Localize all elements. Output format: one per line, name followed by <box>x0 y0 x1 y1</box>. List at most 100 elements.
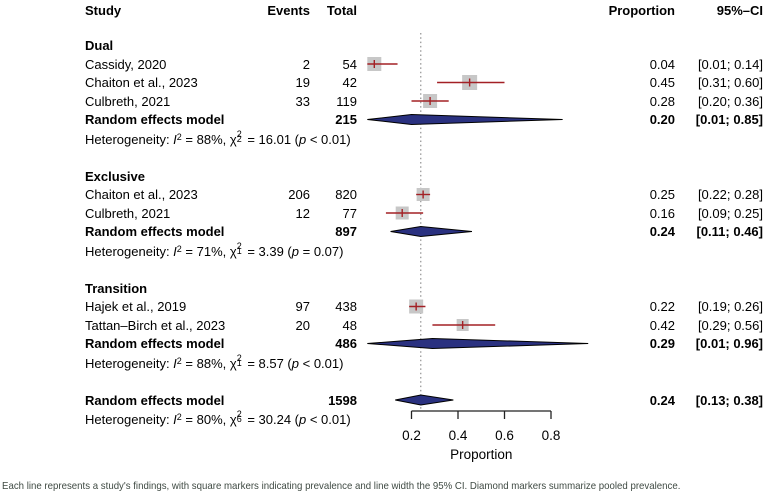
study-name: Culbreth, 2021 <box>85 93 171 109</box>
total-value: 438 <box>335 299 357 314</box>
proportion-value: 0.29 <box>649 336 675 351</box>
i-squared-symbol: I <box>173 412 177 427</box>
pooled-diamond-marker <box>367 113 563 126</box>
group-label: Exclusive <box>85 168 145 184</box>
proportion-value: 0.22 <box>649 299 675 314</box>
forest-plot-graphics: 0.2 0.4 0.6 0.8 Proportion <box>367 33 589 462</box>
column-header-proportion: Proportion <box>608 3 675 18</box>
i-squared-value: = 80%, <box>181 412 230 427</box>
ci-value: [0.20; 0.36] <box>697 93 763 109</box>
x-axis-tick-label: 0.6 <box>495 428 514 443</box>
x-axis-tick-label: 0.8 <box>542 428 561 443</box>
i-squared-value: = 71%, <box>181 243 230 259</box>
total-value: 54 <box>342 56 357 72</box>
events-value: 33 <box>295 93 310 109</box>
group-label: Transition <box>85 280 148 296</box>
total-value: 820 <box>335 187 357 202</box>
p-symbol: p <box>291 243 299 259</box>
events-value: 20 <box>295 317 310 333</box>
plot-canvas: 0.2 0.4 0.6 0.8 Proportion Study Events Tota… <box>85 3 764 462</box>
events-value: 2 <box>302 56 310 72</box>
i-squared-exponent: 2 <box>176 355 182 366</box>
proportion-value: 0.20 <box>649 112 675 127</box>
chi-squared-value: = 3.39 ( <box>243 243 292 259</box>
het-prefix: Heterogeneity: <box>85 412 174 427</box>
x-axis-title: Proportion <box>450 447 512 462</box>
chi-squared-symbol: χ <box>229 355 237 371</box>
proportion-value: 0.24 <box>649 224 675 239</box>
p-value: < 0.01) <box>299 355 344 371</box>
study-name: Chaiton et al., 2023 <box>85 75 198 90</box>
ci-value: [0.01; 0.85] <box>695 112 763 127</box>
total-value: 897 <box>335 224 357 239</box>
chi-squared-exponent: 2 <box>236 409 242 419</box>
events-value: 12 <box>295 205 310 221</box>
total-value: 119 <box>336 93 357 109</box>
pooled-diamond-marker <box>395 394 454 406</box>
group-label: Dual <box>85 38 114 53</box>
total-value: 1598 <box>328 392 357 408</box>
i-squared-symbol: I <box>173 131 177 147</box>
proportion-value: 0.42 <box>649 317 675 333</box>
ci-value: [0.11; 0.46] <box>696 224 764 239</box>
total-value: 215 <box>335 112 357 127</box>
chi-squared-exponent: 2 <box>236 352 242 363</box>
total-value: 48 <box>342 317 357 333</box>
pooled-label: Random effects model <box>85 112 225 127</box>
column-header-ci: 95%–CI <box>716 3 763 18</box>
chi-squared-df: 2 <box>236 133 242 144</box>
ci-value: [0.13; 0.38] <box>695 392 763 408</box>
events-value: 206 <box>288 187 310 202</box>
p-value: < 0.01) <box>306 412 351 427</box>
p-symbol: p <box>299 412 307 427</box>
het-prefix: Heterogeneity: <box>85 355 174 371</box>
p-value: = 0.07) <box>299 243 344 259</box>
ci-value: [0.01; 0.14] <box>697 56 763 72</box>
chi-squared-exponent: 2 <box>236 128 242 139</box>
i-squared-value: = 88%, <box>181 131 230 147</box>
ci-value: [0.09; 0.25] <box>697 205 763 221</box>
i-squared-symbol: I <box>173 243 177 259</box>
p-value: < 0.01) <box>306 131 351 147</box>
pooled-diamond-marker <box>367 337 589 350</box>
chi-squared-value: = 30.24 ( <box>243 412 299 427</box>
ci-value: [0.22; 0.28] <box>697 187 763 202</box>
figure-caption: Each line represents a study's findings,… <box>2 480 765 493</box>
total-value: 42 <box>342 75 357 90</box>
study-name: Cassidy, 2020 <box>85 56 167 72</box>
ci-value: [0.19; 0.26] <box>697 299 763 314</box>
total-value: 77 <box>342 205 357 221</box>
p-symbol: p <box>291 355 299 371</box>
p-symbol: p <box>299 131 307 147</box>
proportion-value: 0.25 <box>649 187 675 202</box>
pooled-diamond-marker <box>390 225 472 238</box>
column-header-total: Total <box>326 3 357 18</box>
events-value: 19 <box>295 75 310 90</box>
x-axis-tick-label: 0.4 <box>449 428 468 443</box>
i-squared-exponent: 2 <box>176 131 182 142</box>
chi-squared-value: = 16.01 ( <box>243 131 299 147</box>
proportion-value: 0.04 <box>649 56 675 72</box>
pooled-label: Random effects model <box>85 336 225 351</box>
total-value: 486 <box>335 336 357 351</box>
i-squared-exponent: 2 <box>176 243 182 254</box>
pooled-label: Random effects model <box>85 224 225 239</box>
i-squared-value: = 88%, <box>181 355 230 371</box>
chi-squared-symbol: χ <box>229 131 237 147</box>
column-header-events: Events <box>267 3 310 18</box>
x-axis-tick-label: 0.2 <box>402 428 421 443</box>
chi-squared-df: 1 <box>236 245 242 256</box>
ci-value: [0.29; 0.56] <box>697 317 763 333</box>
ci-value: [0.31; 0.60] <box>697 75 763 90</box>
het-prefix: Heterogeneity: <box>85 131 174 147</box>
i-squared-exponent: 2 <box>176 412 182 422</box>
chi-squared-symbol: χ <box>229 243 237 259</box>
proportion-value: 0.28 <box>649 93 675 109</box>
